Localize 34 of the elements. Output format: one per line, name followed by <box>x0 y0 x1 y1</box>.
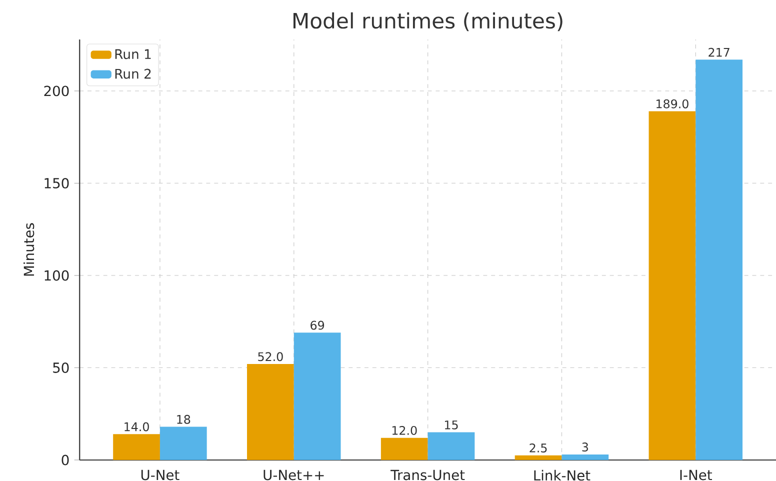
data-label: 189.0 <box>656 99 688 108</box>
x-tick-label: I-Net <box>680 470 712 480</box>
y-tick-label: 150 <box>44 178 69 189</box>
y-tick-label: 0 <box>62 454 69 466</box>
bar <box>247 364 294 460</box>
bar <box>696 60 743 460</box>
bar <box>294 332 341 460</box>
y-axis-title: Minutes <box>23 223 34 276</box>
bar <box>562 454 609 460</box>
data-label: 14.0 <box>124 422 149 432</box>
bar <box>113 434 160 460</box>
y-tick-label: 50 <box>53 362 69 374</box>
data-label: 3 <box>582 442 588 452</box>
chart-title: Model runtimes (minutes) <box>293 12 562 32</box>
x-tick-label: Link-Net <box>534 470 590 481</box>
x-tick-label: U-Net <box>141 470 180 480</box>
bar <box>380 438 428 460</box>
bar <box>648 111 696 460</box>
x-tick-label: Trans-Unet <box>390 470 465 480</box>
data-label: 12.0 <box>392 426 417 436</box>
data-label: 2.5 <box>530 444 547 453</box>
bar <box>428 432 475 460</box>
bar <box>160 426 207 460</box>
y-tick-label: 200 <box>44 86 69 96</box>
y-tick-label: 100 <box>44 270 69 281</box>
legend-label: Run 1 <box>115 49 151 60</box>
data-label: 15 <box>444 420 458 430</box>
x-tick-label: U-Net++ <box>264 470 324 480</box>
data-label: 18 <box>177 415 190 424</box>
bar <box>514 455 562 460</box>
data-label: 52.0 <box>258 352 283 362</box>
legend-label: Run 2 <box>115 68 151 79</box>
data-label: 69 <box>310 320 324 330</box>
data-label: 217 <box>708 48 730 57</box>
